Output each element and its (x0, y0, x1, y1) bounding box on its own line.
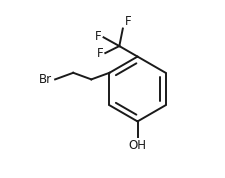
Text: OH: OH (128, 139, 146, 152)
Text: F: F (124, 15, 131, 28)
Text: F: F (94, 30, 101, 43)
Text: Br: Br (39, 73, 52, 86)
Text: F: F (96, 47, 103, 60)
